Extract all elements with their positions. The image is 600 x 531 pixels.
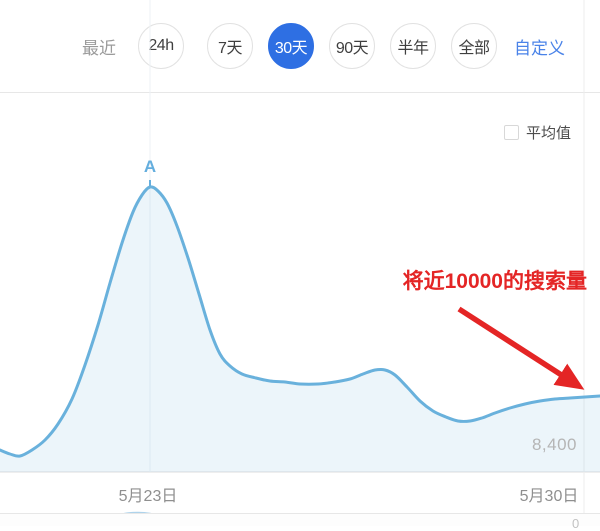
average-label: 平均值 bbox=[526, 124, 572, 142]
y-tick-label: 8,400 bbox=[531, 435, 577, 454]
annotation-text: 将近10000的搜索量 bbox=[402, 270, 587, 293]
range-pill-半年[interactable]: 半年 bbox=[390, 23, 436, 69]
x-tick-label: 5月30日 bbox=[519, 488, 579, 505]
navigator-strip[interactable] bbox=[0, 514, 600, 526]
average-toggle[interactable]: 平均值 bbox=[504, 121, 571, 143]
x-tick-label: 5月23日 bbox=[118, 488, 178, 505]
bottom-divider bbox=[0, 513, 600, 514]
range-pill-30天[interactable]: 30天 bbox=[268, 23, 314, 69]
peak-marker-label: A bbox=[143, 157, 157, 176]
time-range-toolbar: 最近 24h 7天 30天 90天 半年 全部 自定义 bbox=[0, 0, 600, 93]
recent-label: 最近 bbox=[82, 38, 116, 58]
average-checkbox[interactable] bbox=[504, 124, 519, 140]
range-pill-24h[interactable]: 24h bbox=[138, 23, 184, 69]
range-pill-group: 24h 7天 30天 90天 半年 全部 bbox=[138, 23, 512, 69]
range-pill-全部[interactable]: 全部 bbox=[451, 23, 497, 69]
range-pill-90天[interactable]: 90天 bbox=[329, 23, 375, 69]
range-pill-7天[interactable]: 7天 bbox=[207, 23, 253, 69]
navigator-zero-label: 0 bbox=[572, 516, 580, 531]
custom-range-link[interactable]: 自定义 bbox=[514, 38, 565, 58]
annotation-arrow bbox=[457, 306, 585, 390]
